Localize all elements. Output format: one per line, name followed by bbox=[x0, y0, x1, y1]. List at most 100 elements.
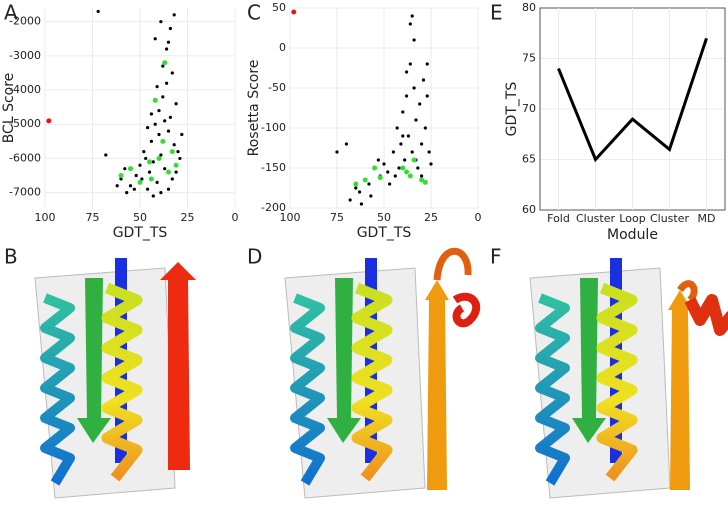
point bbox=[406, 134, 411, 138]
point bbox=[411, 157, 417, 163]
y-tick-label: 70 bbox=[522, 102, 536, 115]
point bbox=[166, 129, 171, 133]
point bbox=[166, 40, 171, 44]
x-tick-label: 100 bbox=[35, 211, 56, 224]
point bbox=[410, 14, 414, 18]
point bbox=[388, 182, 392, 186]
point bbox=[161, 95, 165, 99]
point bbox=[96, 9, 100, 14]
point bbox=[420, 142, 424, 146]
point bbox=[404, 94, 409, 98]
point bbox=[423, 126, 427, 130]
point bbox=[401, 134, 405, 138]
point bbox=[416, 166, 420, 170]
point bbox=[178, 156, 182, 161]
structure-b bbox=[35, 258, 196, 498]
point bbox=[410, 150, 414, 154]
x-tick-label: 0 bbox=[475, 211, 482, 224]
panel-letter: D bbox=[247, 245, 262, 269]
panel-letter: A bbox=[4, 1, 18, 25]
point bbox=[104, 153, 108, 157]
point bbox=[137, 179, 143, 185]
y-tick-label: 0 bbox=[279, 41, 286, 54]
y-tick-label: -200 bbox=[261, 201, 286, 214]
point bbox=[140, 177, 144, 181]
panel-letter: C bbox=[247, 1, 261, 25]
y-axis-label: Rosetta Score bbox=[246, 60, 262, 157]
panel-letter: F bbox=[490, 245, 502, 269]
point bbox=[408, 62, 412, 66]
x-tick-label: 0 bbox=[232, 211, 239, 224]
y-tick-label: 65 bbox=[522, 153, 536, 166]
point bbox=[408, 22, 412, 26]
point bbox=[159, 191, 163, 195]
y-tick-label: -2000 bbox=[9, 15, 41, 28]
point bbox=[291, 9, 297, 15]
point bbox=[157, 108, 161, 113]
panel-letter: E bbox=[490, 1, 503, 25]
point bbox=[335, 150, 339, 154]
point bbox=[168, 115, 172, 120]
point bbox=[422, 179, 428, 185]
point bbox=[149, 139, 153, 143]
point bbox=[174, 170, 178, 174]
point bbox=[132, 187, 136, 191]
x-tick-label: 25 bbox=[181, 211, 195, 224]
point bbox=[153, 122, 157, 126]
point bbox=[180, 132, 184, 137]
point bbox=[344, 142, 348, 146]
x-tick-label: Cluster bbox=[576, 212, 616, 225]
point bbox=[155, 180, 159, 184]
x-axis-label: GDT_TS bbox=[357, 225, 412, 241]
point bbox=[377, 175, 383, 181]
point bbox=[412, 86, 416, 90]
point bbox=[391, 150, 395, 154]
point bbox=[425, 62, 429, 66]
point bbox=[367, 182, 371, 186]
point bbox=[173, 162, 179, 168]
y-tick-label: -6000 bbox=[9, 151, 41, 164]
point bbox=[414, 118, 418, 122]
point bbox=[163, 167, 167, 171]
point bbox=[157, 132, 161, 137]
x-tick-label: 75 bbox=[330, 211, 344, 224]
y-tick-label: -5000 bbox=[9, 117, 41, 130]
panel-letter: B bbox=[4, 245, 18, 269]
point bbox=[149, 112, 153, 116]
structure-d bbox=[285, 247, 481, 498]
structure-f bbox=[530, 258, 728, 498]
point bbox=[128, 184, 133, 188]
x-axis-label: GDT_TS bbox=[113, 225, 168, 241]
point bbox=[138, 163, 142, 167]
y-tick-label: -150 bbox=[261, 161, 286, 174]
point bbox=[170, 177, 174, 181]
y-tick-label: -3000 bbox=[9, 49, 41, 62]
x-tick-label: 100 bbox=[280, 211, 301, 224]
point bbox=[399, 142, 403, 146]
point bbox=[404, 70, 409, 74]
point bbox=[153, 37, 157, 41]
y-tick-label: 75 bbox=[522, 52, 536, 65]
point bbox=[165, 81, 169, 85]
point bbox=[348, 198, 352, 202]
point bbox=[144, 156, 148, 161]
point bbox=[152, 97, 158, 103]
point bbox=[421, 78, 426, 82]
point bbox=[118, 173, 124, 179]
point bbox=[400, 165, 406, 171]
point bbox=[148, 176, 154, 182]
point bbox=[386, 170, 390, 174]
y-axis-label: GDT_TS bbox=[504, 82, 520, 137]
point bbox=[147, 170, 152, 174]
point bbox=[134, 173, 138, 178]
point bbox=[174, 102, 178, 106]
point bbox=[119, 177, 123, 181]
point bbox=[420, 174, 424, 178]
y-tick-label: 60 bbox=[522, 203, 536, 216]
point bbox=[172, 143, 176, 147]
point bbox=[362, 177, 368, 183]
point bbox=[170, 71, 174, 75]
point bbox=[418, 102, 422, 106]
point bbox=[162, 60, 168, 66]
